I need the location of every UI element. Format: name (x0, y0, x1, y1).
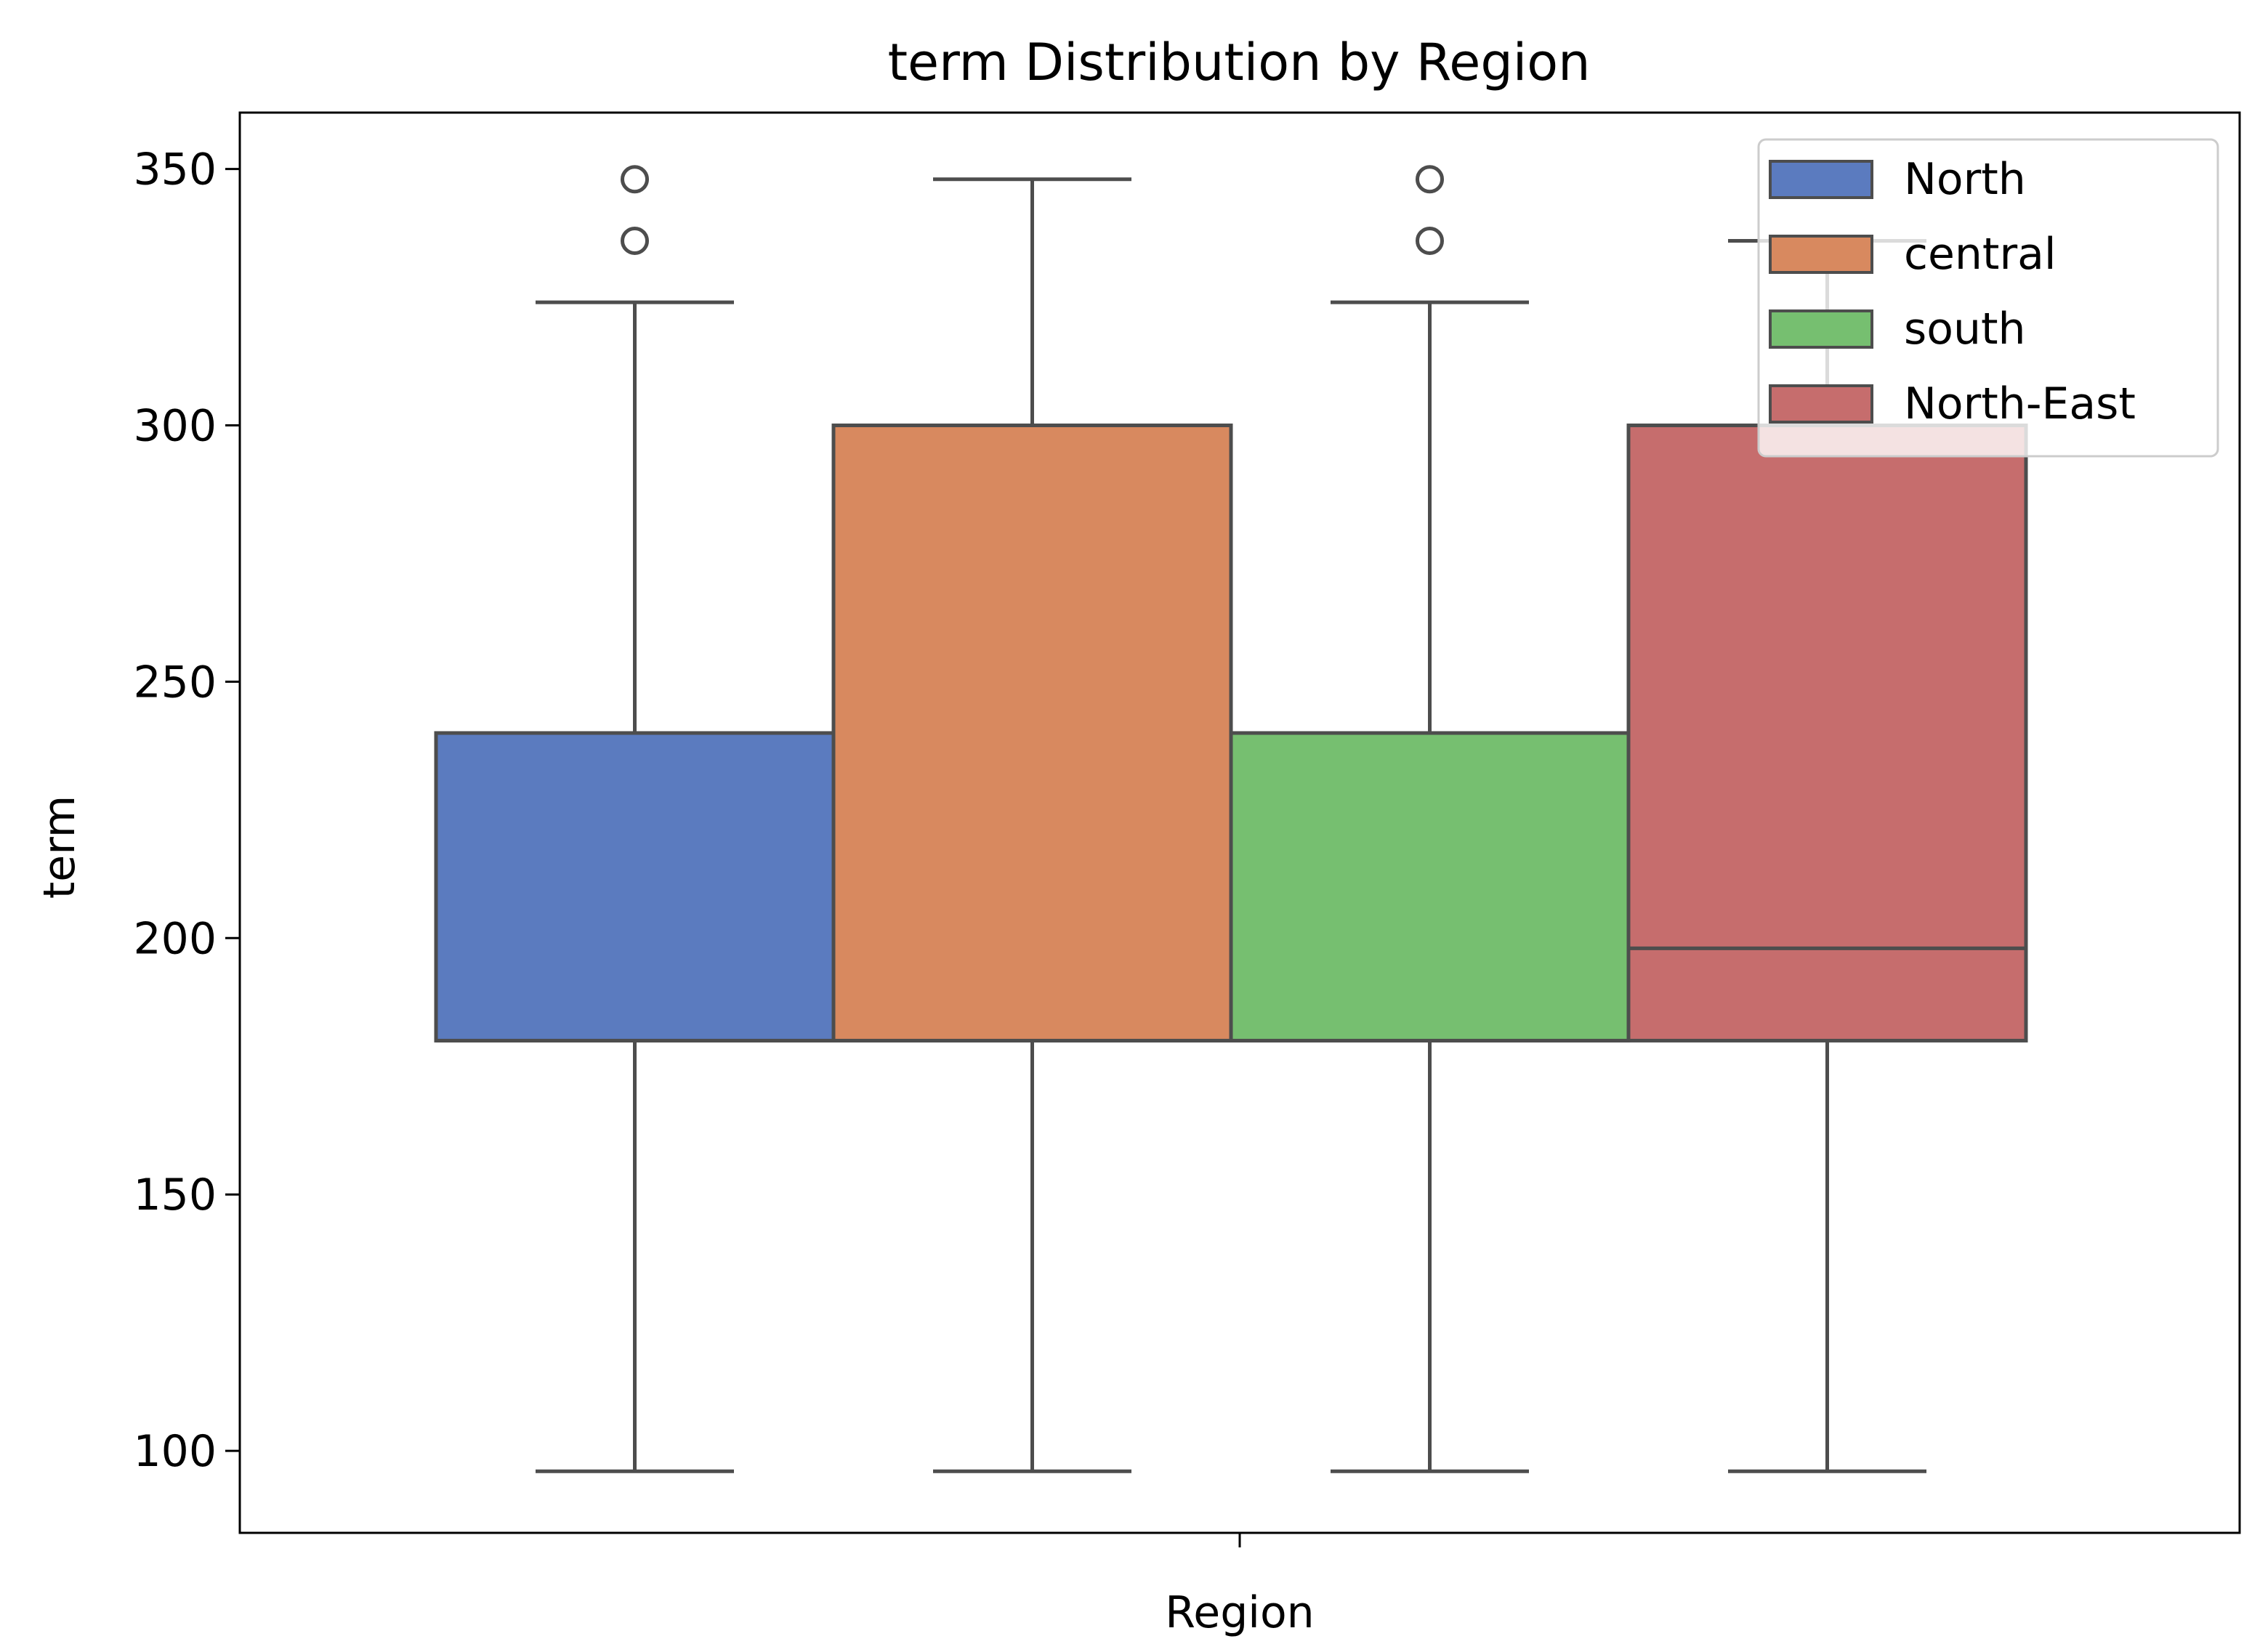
y-tick-label: 250 (133, 657, 217, 708)
legend-label: North (1904, 154, 2026, 205)
legend: North central south North-East (1757, 138, 2219, 458)
legend-swatch (1769, 160, 1873, 199)
box-group-north-east (1626, 238, 2028, 1473)
legend-label: North-East (1904, 378, 2136, 429)
outlier-point (1416, 165, 1444, 194)
y-tick-label: 150 (133, 1170, 217, 1220)
y-tick-label: 100 (133, 1426, 217, 1477)
box-group-central (831, 177, 1233, 1473)
y-axis: 100 150 200 250 300 350 (133, 145, 240, 1477)
legend-frame (1757, 138, 2219, 458)
outlier-point (1416, 226, 1444, 255)
x-axis-label: Region (1165, 1587, 1314, 1638)
legend-label: south (1904, 304, 2026, 355)
y-tick-label: 300 (133, 401, 217, 452)
outlier-point (621, 226, 649, 255)
chart-title: term Distribution by Region (888, 33, 1591, 92)
box-iqr (1626, 424, 2028, 1042)
box-group-south (1229, 165, 1631, 1473)
y-tick-label: 350 (133, 145, 217, 195)
legend-swatch (1769, 235, 1873, 274)
box-layer (434, 165, 2028, 1473)
y-tick-label: 200 (133, 913, 217, 964)
box-iqr (1229, 731, 1631, 1042)
legend-swatch (1769, 384, 1873, 424)
outlier-point (621, 165, 649, 194)
legend-label: central (1904, 229, 2057, 280)
legend-swatch (1769, 309, 1873, 349)
box-iqr (831, 424, 1233, 1042)
box-group-north (434, 165, 836, 1473)
box-iqr (434, 731, 836, 1042)
y-axis-label: term (34, 795, 85, 899)
